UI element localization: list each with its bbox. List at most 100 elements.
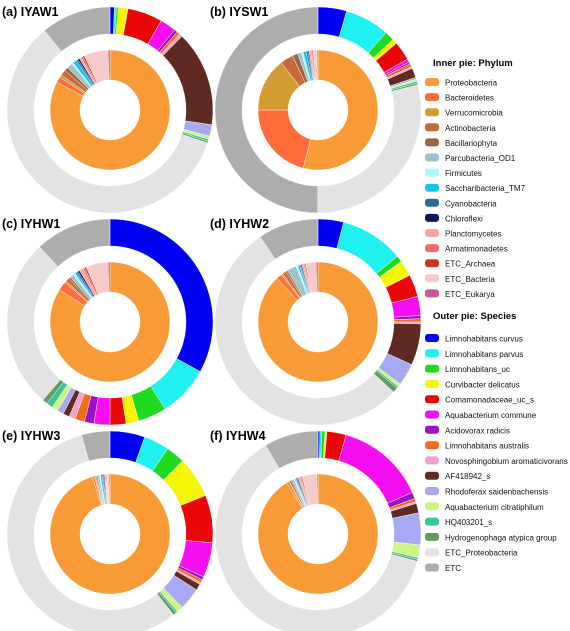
outer-legend-items: Limnohabitans curvus Limnohabitans parvus… bbox=[425, 334, 568, 573]
inner-slice-proteobacteria bbox=[257, 261, 379, 383]
species-legend-item-limnohabitans-uc: Limnohabitans_uc bbox=[425, 364, 510, 374]
inner-slice-bacteroidetes bbox=[257, 109, 311, 169]
legend-swatch bbox=[425, 349, 439, 358]
legend-label: Saccharibacteria_TM7 bbox=[445, 184, 526, 193]
panel-title: (a) IYAW1 bbox=[2, 5, 59, 19]
legend-label: Comamonadaceae_uc_s bbox=[445, 396, 534, 405]
phylum-legend-item-proteobacteria: Proteobacteria bbox=[425, 78, 498, 88]
legend-label: ETC_Eukarya bbox=[445, 290, 495, 299]
legend-swatch bbox=[425, 213, 439, 222]
outer-slice-etc-proteobacteria bbox=[214, 445, 418, 631]
legend-label: Hydrogenophaga atypica group bbox=[445, 533, 557, 542]
legend-swatch bbox=[425, 198, 439, 207]
legend-swatch bbox=[425, 229, 439, 237]
legend-label: ETC_Bacteria bbox=[445, 275, 495, 284]
legend-swatch bbox=[425, 471, 439, 480]
legend-swatch bbox=[425, 532, 439, 541]
phylum-legend-item-etc-archaea: ETC_Archaea bbox=[425, 259, 496, 269]
legend-swatch bbox=[425, 289, 439, 298]
species-legend-item-limnohabitans-parvus: Limnohabitans parvus bbox=[425, 349, 523, 359]
outer-slice-af418942-s bbox=[162, 35, 214, 126]
inner-legend-title: Inner pie: Phylum bbox=[433, 58, 513, 69]
phylum-legend-item-saccharibacteria-tm7: Saccharibacteria_TM7 bbox=[425, 183, 526, 193]
legend-swatch bbox=[425, 259, 439, 268]
legend-label: Aquabacterium commune bbox=[445, 411, 537, 420]
panel-title: (d) IYHW2 bbox=[210, 217, 269, 231]
legend-swatch bbox=[425, 108, 439, 117]
legend-label: Bacteroidetes bbox=[445, 94, 494, 103]
legend-swatch bbox=[425, 364, 439, 373]
pie-panels: (a) IYAW1 (b) IYSW1 (c) IYHW1 (d) IYHW2 (e) … bbox=[2, 5, 422, 631]
legend-swatch bbox=[425, 78, 439, 86]
legend-label: ETC_Archaea bbox=[445, 260, 496, 269]
inner-slice-proteobacteria bbox=[49, 473, 171, 595]
legend-swatch bbox=[425, 123, 439, 132]
legend-swatch bbox=[425, 244, 439, 253]
legend-label: Bacillariophyta bbox=[445, 139, 498, 148]
inner-slice-proteobacteria bbox=[49, 49, 171, 171]
legend-swatch bbox=[425, 183, 439, 192]
inner-slice-etc-eukarya bbox=[316, 49, 319, 81]
legend-swatch bbox=[425, 395, 439, 404]
species-legend-item-af418942-s: AF418942_s bbox=[425, 471, 490, 481]
legend-label: Limnohabitans curvus bbox=[445, 335, 523, 344]
legend-swatch bbox=[425, 138, 439, 147]
inner-slice-etc-eukarya bbox=[108, 473, 111, 505]
legend-swatch bbox=[425, 563, 439, 572]
legend-swatch bbox=[425, 487, 439, 495]
legend-label: Chloroflexi bbox=[445, 214, 483, 223]
legend-label: ETC bbox=[445, 564, 461, 573]
species-legend-item-etc-proteobacteria: ETC_Proteobacteria bbox=[425, 548, 518, 558]
species-legend-item-aquabacterium-commune: Aquabacterium commune bbox=[425, 410, 537, 420]
outer-slice-etc bbox=[214, 6, 319, 214]
species-legend-item-acidovorax-radicis: Acidovorax radicis bbox=[425, 425, 510, 435]
species-legend-item-comamonadaceae-uc-s: Comamonadaceae_uc_s bbox=[425, 395, 534, 405]
legend-label: HQ403201_s bbox=[445, 518, 492, 527]
phylum-legend-item-chloroflexi: Chloroflexi bbox=[425, 213, 483, 223]
legend-label: Curvibacter delicatus bbox=[445, 380, 520, 389]
legend-label: Novosphingobium aromaticivorans bbox=[445, 457, 568, 466]
species-legend-item-hydrogenophaga-atypica-group: Hydrogenophaga atypica group bbox=[425, 532, 557, 542]
legend-swatch bbox=[425, 502, 439, 511]
phylum-legend-item-cyanobacteria: Cyanobacteria bbox=[425, 198, 497, 208]
panel-title: (e) IYHW3 bbox=[2, 429, 60, 443]
panel-title: (b) IYSW1 bbox=[210, 5, 268, 19]
legend-label: Cyanobacteria bbox=[445, 199, 497, 208]
phylum-legend-item-etc-eukarya: ETC_Eukarya bbox=[425, 289, 495, 299]
legend-swatch bbox=[425, 168, 439, 177]
phylum-legend-item-bacillariophyta: Bacillariophyta bbox=[425, 138, 498, 148]
legend-swatch bbox=[425, 93, 439, 102]
pie-panel-f-iyhw4: (f) IYHW4 bbox=[210, 429, 422, 631]
legend-label: Rhodoferax saidenbachensis bbox=[445, 488, 548, 497]
phylum-legend-item-firmicutes: Firmicutes bbox=[425, 168, 482, 178]
legend-label: Limnohabitans parvus bbox=[445, 350, 523, 359]
species-legend-item-aquabacterium-citratiphilum: Aquabacterium citratiphilum bbox=[425, 502, 544, 512]
phylum-legend-item-verrucomicrobia: Verrucomicrobia bbox=[425, 108, 503, 118]
species-legend-item-rhodoferax-saidenbachensis: Rhodoferax saidenbachensis bbox=[425, 487, 548, 497]
legend-swatch bbox=[425, 456, 439, 465]
legend-label: Armatimonadetes bbox=[445, 245, 508, 254]
legend-label: Verrucomicrobia bbox=[445, 109, 503, 118]
outer-slice-etc-proteobacteria bbox=[6, 30, 208, 214]
outer-slice-etc bbox=[81, 430, 111, 462]
species-legend-item-limnohabitans-australis: Limnohabitans australis bbox=[425, 441, 529, 451]
inner-slice-proteobacteria bbox=[302, 49, 379, 171]
legend-label: ETC_Proteobacteria bbox=[445, 549, 518, 558]
outer-slice-etc bbox=[259, 218, 319, 260]
pie-panel-a-iyaw1: (a) IYAW1 bbox=[2, 5, 214, 214]
inner-slice-etc-eukarya bbox=[107, 261, 111, 293]
pie-panel-e-iyhw3: (e) IYHW3 bbox=[2, 429, 214, 631]
outer-slice-limnohabitans-curvus bbox=[109, 218, 214, 372]
inner-slice-proteobacteria bbox=[49, 261, 171, 383]
inner-slice-etc-eukarya bbox=[107, 49, 111, 81]
outer-slice-etc-proteobacteria bbox=[6, 434, 174, 631]
inner-slice-etc-eukarya bbox=[315, 261, 319, 293]
outer-legend-title: Outer pie: Species bbox=[433, 311, 516, 322]
legend-swatch bbox=[425, 153, 439, 162]
phylum-legend-item-armatimonadetes: Armatimonadetes bbox=[425, 244, 508, 254]
phylum-legend-item-etc-bacteria: ETC_Bacteria bbox=[425, 274, 495, 284]
panel-title: (f) IYHW4 bbox=[210, 429, 266, 443]
legend-swatch bbox=[425, 441, 439, 450]
legend-swatch bbox=[425, 379, 439, 388]
legend-label: Aquabacterium citratiphilum bbox=[445, 503, 544, 512]
